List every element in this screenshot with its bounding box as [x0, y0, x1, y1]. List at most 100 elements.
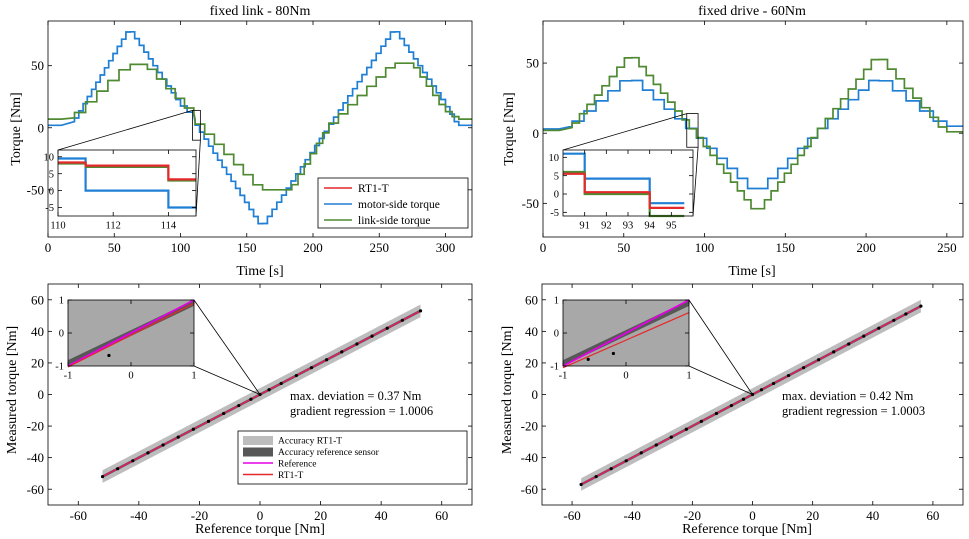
x-tick-label: 250: [937, 240, 957, 255]
x-tick-label: -1: [559, 371, 568, 382]
data-point: [176, 435, 180, 439]
x-tick-label: 0: [45, 240, 52, 255]
zoom-connector: [193, 365, 261, 395]
x-tick-label: 50: [108, 240, 121, 255]
y-tick-label: 10: [44, 152, 55, 163]
x-tick-label: 60: [435, 508, 448, 523]
y-tick-label: -60: [27, 482, 44, 497]
data-point: [877, 326, 881, 330]
legend-label: Reference: [278, 459, 317, 470]
x-tick-label: -20: [684, 508, 701, 523]
data-point: [418, 309, 423, 313]
data-point: [267, 388, 271, 392]
y-axis-label: Measured torque [Nm]: [5, 326, 20, 454]
rt1-line: [102, 310, 421, 478]
y-tick-label: 20: [525, 355, 538, 370]
series-line-link-side-torque: [48, 62, 472, 191]
x-tick-label: -60: [70, 508, 87, 523]
x-tick-label: 114: [161, 221, 177, 232]
y-tick-label: 50: [526, 56, 539, 71]
zoom-connector: [692, 147, 699, 217]
zoom-box: [686, 113, 699, 148]
inset-rt1-line: [562, 311, 690, 369]
chart-title: fixed drive - 60Nm: [698, 4, 806, 19]
x-tick-label: 200: [303, 240, 323, 255]
zoom-box: [192, 109, 201, 141]
legend-label: RT1-T: [278, 471, 303, 481]
x-tick-label: 40: [866, 508, 879, 523]
y-tick-label: 0: [49, 186, 54, 197]
y-tick-label: -5: [550, 208, 559, 219]
x-tick-label: 150: [237, 240, 257, 255]
y-tick-label: 20: [31, 355, 44, 370]
x-tick-label: -20: [191, 508, 208, 523]
legend-swatch: [243, 436, 273, 445]
x-tick-label: 60: [926, 508, 939, 523]
annotation-max-deviation: max. deviation = 0.42 Nm: [782, 389, 914, 403]
x-tick-label: -1: [64, 371, 73, 382]
y-axis-label: Torque [Nm]: [502, 92, 517, 165]
data-point: [847, 342, 851, 346]
x-tick-label: 112: [106, 221, 121, 232]
panel-fixed-link-time: fixed link - 80Nm 0 50 100 150 200 250 300-500…: [9, 4, 473, 279]
data-point: [892, 318, 896, 322]
data-point: [340, 350, 344, 354]
x-tick-label: 50: [617, 240, 630, 255]
data-point: [759, 388, 764, 392]
x-tick-label: 0: [540, 240, 547, 255]
annotation-gradient-regression: gradient regression = 1.0003: [782, 404, 925, 418]
inset-data-point: [107, 353, 111, 358]
x-tick-label: 1: [686, 371, 691, 382]
x-tick-label: 91: [579, 221, 590, 232]
x-tick-label: 93: [623, 221, 634, 232]
x-tick-label: 100: [695, 240, 715, 255]
legend-label: motor-side torque: [358, 199, 440, 211]
y-tick-label: 40: [525, 324, 538, 339]
data-point: [309, 366, 314, 370]
x-tick-label: 150: [776, 240, 796, 255]
data-point: [832, 350, 836, 354]
legend-label: link-side torque: [358, 215, 431, 227]
annotation-max-deviation: max. deviation = 0.37 Nm: [290, 389, 422, 403]
x-axis-label: Reference torque [Nm]: [682, 522, 812, 537]
x-tick-label: 100: [171, 240, 191, 255]
y-tick-label: 0: [38, 387, 45, 402]
x-tick-label: -60: [563, 508, 580, 523]
data-point: [146, 451, 150, 455]
x-tick-label: 0: [128, 371, 133, 382]
data-point: [639, 451, 643, 455]
data-point: [684, 427, 688, 431]
inset-data-point: [611, 351, 616, 356]
panel-fixed-link-accuracy: -60 -40 -20 0 20 40 60 -60 -40 -20 0 20 40 60 -1 0 1 1 0 -1…: [5, 283, 473, 537]
y-tick-label: -60: [521, 482, 538, 497]
data-point: [100, 474, 105, 479]
inset-data-point: [586, 357, 590, 361]
y-tick-label: 0: [554, 329, 559, 340]
axes-frame: [542, 20, 964, 238]
inset-rt1-line: [67, 302, 195, 368]
y-tick-label: 1: [59, 296, 64, 307]
y-tick-label: -50: [522, 196, 539, 211]
y-tick-label: 10: [549, 153, 560, 164]
inset-reference-line: [67, 299, 195, 367]
y-tick-label: 0: [59, 329, 64, 340]
inset-reference-line: [562, 299, 690, 367]
chart-title: fixed link - 80Nm: [210, 4, 311, 19]
x-axis-label: Time [s]: [728, 264, 775, 279]
x-tick-label: 1: [191, 371, 196, 382]
data-point: [904, 312, 908, 316]
data-point: [741, 397, 746, 401]
legend-swatch: [243, 447, 273, 457]
x-tick-label: 300: [436, 240, 456, 255]
legend-label: Accuracy reference sensor: [278, 447, 380, 458]
x-tick-label: -40: [130, 508, 147, 523]
y-tick-label: -5: [45, 203, 54, 214]
data-point: [161, 443, 165, 447]
zoom-connector: [688, 365, 753, 395]
y-tick-label: -1: [55, 362, 64, 373]
data-point: [131, 459, 135, 463]
zoom-connector: [688, 299, 753, 395]
x-tick-label: 40: [375, 508, 388, 523]
y-tick-label: 60: [525, 292, 538, 307]
data-point: [400, 318, 404, 322]
